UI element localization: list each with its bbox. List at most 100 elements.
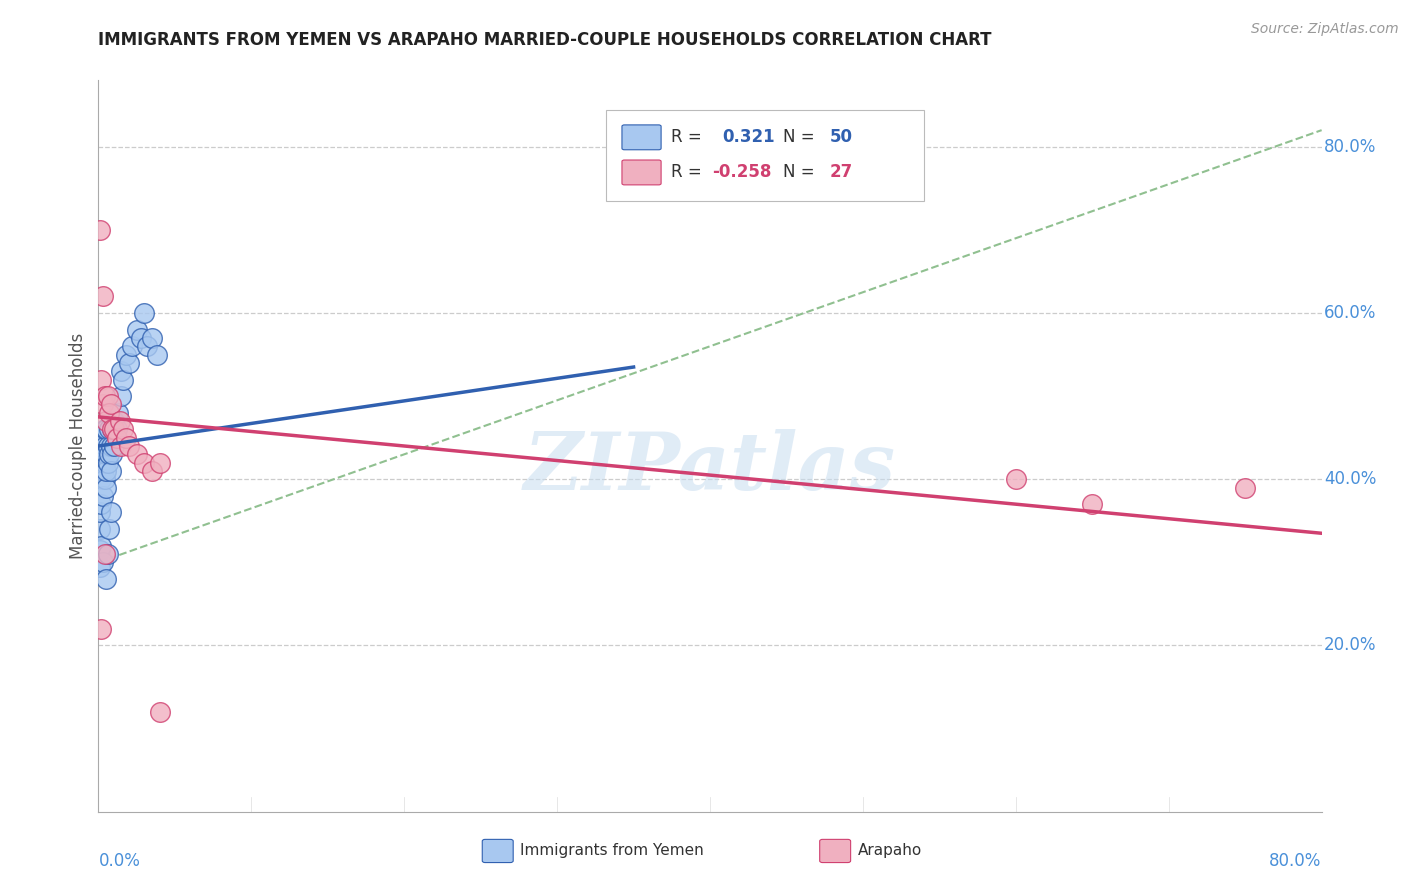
Text: 40.0%: 40.0%	[1324, 470, 1376, 488]
Point	[125, 447, 148, 461]
Point	[141, 464, 163, 478]
Point	[94, 422, 117, 436]
Point	[101, 447, 124, 461]
Text: N =: N =	[783, 163, 815, 181]
Point	[91, 489, 114, 503]
Point	[98, 522, 121, 536]
Point	[93, 472, 115, 486]
Text: ZIPatlas: ZIPatlas	[524, 429, 896, 507]
Point	[98, 447, 121, 461]
Point	[149, 456, 172, 470]
Point	[93, 456, 115, 470]
Point	[94, 481, 117, 495]
Text: Immigrants from Yemen: Immigrants from Yemen	[520, 844, 704, 858]
Point	[118, 356, 141, 370]
Point	[100, 464, 122, 478]
Text: 60.0%: 60.0%	[1324, 304, 1376, 322]
Text: 27: 27	[830, 163, 853, 181]
Point	[101, 422, 124, 436]
Point	[94, 464, 117, 478]
Point	[121, 339, 143, 353]
Point	[90, 456, 112, 470]
Point	[107, 406, 129, 420]
Text: R =: R =	[671, 163, 702, 181]
Point	[94, 414, 117, 428]
Point	[110, 364, 132, 378]
Point	[89, 506, 111, 520]
Point	[89, 542, 111, 557]
Point	[136, 339, 159, 353]
Point	[111, 422, 134, 436]
FancyBboxPatch shape	[621, 125, 661, 150]
Text: Arapaho: Arapaho	[858, 844, 922, 858]
Point	[94, 447, 117, 461]
Point	[89, 522, 111, 536]
Text: R =: R =	[671, 128, 707, 146]
Point	[115, 431, 138, 445]
Text: 80.0%: 80.0%	[1270, 852, 1322, 870]
Point	[108, 414, 131, 428]
Point	[111, 372, 134, 386]
Point	[90, 539, 112, 553]
Point	[93, 547, 115, 561]
Point	[101, 422, 124, 436]
FancyBboxPatch shape	[621, 160, 661, 185]
Text: Source: ZipAtlas.com: Source: ZipAtlas.com	[1251, 22, 1399, 37]
Point	[110, 439, 132, 453]
Point	[98, 406, 121, 420]
Y-axis label: Married-couple Households: Married-couple Households	[69, 333, 87, 559]
Point	[103, 422, 125, 436]
Point	[97, 456, 120, 470]
Point	[91, 464, 114, 478]
Point	[91, 397, 114, 411]
Point	[145, 347, 167, 362]
Point	[91, 555, 114, 569]
Text: N =: N =	[783, 128, 815, 146]
Point	[134, 456, 156, 470]
Point	[105, 431, 128, 445]
Point	[125, 323, 148, 337]
Point	[97, 547, 120, 561]
Point	[89, 559, 111, 574]
Point	[100, 506, 122, 520]
Point	[110, 389, 132, 403]
Point	[90, 622, 112, 636]
Point	[134, 306, 156, 320]
Point	[115, 347, 138, 362]
Text: -0.258: -0.258	[713, 163, 772, 181]
Point	[91, 289, 114, 303]
Point	[97, 439, 120, 453]
Point	[1234, 481, 1257, 495]
Point	[94, 572, 117, 586]
Point	[1081, 497, 1104, 511]
Text: 0.321: 0.321	[723, 128, 775, 146]
Point	[90, 497, 112, 511]
Point	[1004, 472, 1026, 486]
Point	[141, 331, 163, 345]
Point	[98, 422, 121, 436]
Text: 80.0%: 80.0%	[1324, 137, 1376, 156]
Point	[103, 414, 125, 428]
Text: 0.0%: 0.0%	[98, 852, 141, 870]
Point	[105, 422, 128, 436]
Point	[90, 472, 112, 486]
Text: 50: 50	[830, 128, 853, 146]
Point	[91, 447, 114, 461]
Point	[100, 439, 122, 453]
Point	[91, 431, 114, 445]
Point	[149, 705, 172, 719]
Point	[103, 439, 125, 453]
Point	[93, 422, 115, 436]
Point	[93, 389, 115, 403]
Point	[118, 439, 141, 453]
Point	[89, 223, 111, 237]
Text: IMMIGRANTS FROM YEMEN VS ARAPAHO MARRIED-COUPLE HOUSEHOLDS CORRELATION CHART: IMMIGRANTS FROM YEMEN VS ARAPAHO MARRIED…	[98, 31, 991, 49]
Point	[129, 331, 152, 345]
Point	[100, 397, 122, 411]
Point	[90, 372, 112, 386]
FancyBboxPatch shape	[606, 110, 924, 201]
Point	[90, 439, 112, 453]
Point	[97, 389, 120, 403]
Point	[93, 439, 115, 453]
Text: 20.0%: 20.0%	[1324, 637, 1376, 655]
